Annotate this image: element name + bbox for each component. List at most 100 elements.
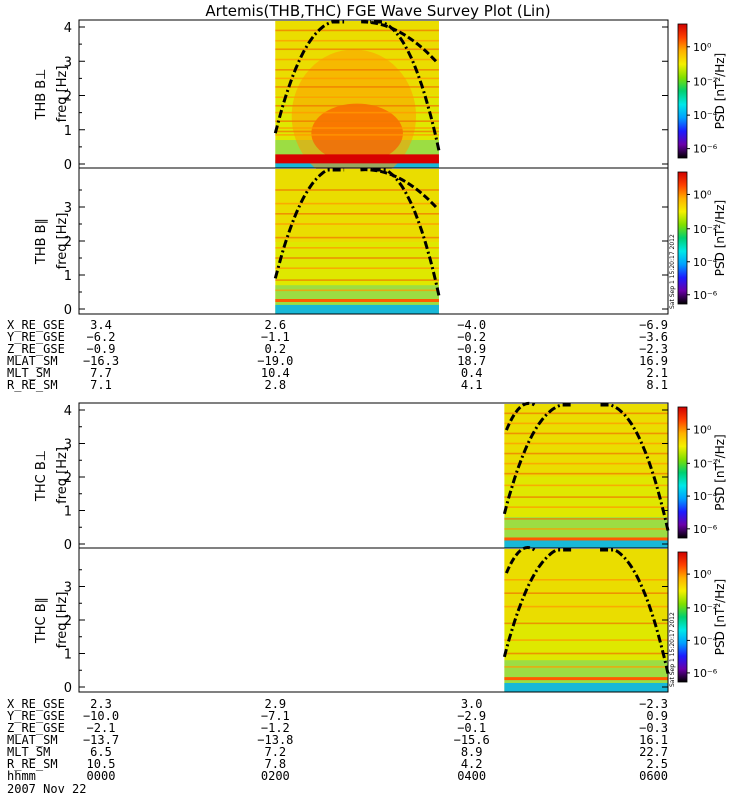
ephemeris-value: −0.3 bbox=[639, 721, 668, 735]
y-tick-label: 2 bbox=[64, 235, 72, 250]
panel-name: THB B⊥ bbox=[34, 68, 49, 120]
ephemeris-tables: X_RE_GSE 3.4 2.6 −4.0 −6.9 Y_RE_GSE −6.2 −1.1 −0… bbox=[7, 318, 668, 783]
ephemeris-value: −1.1 bbox=[261, 330, 290, 344]
spectral-band bbox=[504, 452, 668, 455]
y-axis-label: freq [Hz] bbox=[55, 66, 70, 123]
ephemeris-value: −7.1 bbox=[261, 709, 290, 723]
spectrogram-panels: 0 1 2 3 4 THB B⊥ freq [Hz] 10⁰ 10⁻² 10⁻⁴ 10⁻⁶ PSD [… bbox=[34, 19, 727, 696]
ephemeris-value: 4.1 bbox=[461, 378, 483, 392]
ephemeris-value: 3.0 bbox=[461, 697, 483, 711]
y-tick-label: 3 bbox=[64, 201, 72, 216]
ephemeris-row-label: hhmm bbox=[7, 769, 36, 783]
spectrogram-3: 0 1 2 3 4 THC B⊥ freq [Hz] 10⁰ 10⁻² 10⁻⁴ 10⁻⁶ PSD [… bbox=[34, 401, 727, 553]
ephemeris-value: −0.9 bbox=[457, 342, 486, 356]
ephemeris-value: 16.1 bbox=[639, 733, 668, 747]
spectral-band bbox=[275, 127, 439, 129]
spectral-band bbox=[275, 236, 439, 239]
ephemeris-value: 0000 bbox=[87, 769, 116, 783]
spectral-band bbox=[504, 605, 668, 608]
spectrogram-4: 0 1 2 3 THC B∥ freq [Hz] 10⁰ 10⁻² 10⁻⁴ 10⁻⁶ PSD [n… bbox=[34, 546, 727, 696]
colorbar bbox=[677, 551, 688, 683]
panel-name: THB B∥ bbox=[34, 218, 49, 265]
bottom-band bbox=[504, 539, 668, 548]
ephemeris-value: −10.0 bbox=[83, 709, 119, 723]
spectral-band bbox=[275, 279, 439, 281]
colorbar bbox=[677, 406, 688, 539]
spectral-band bbox=[275, 189, 439, 191]
ephemeris-row-label: MLT_SM bbox=[7, 745, 50, 759]
ephemeris-row-label: R_RE_SM bbox=[7, 757, 58, 771]
ephemeris-row-label: Z_RE_GSE bbox=[7, 342, 65, 356]
y-tick-label: 4 bbox=[64, 404, 72, 419]
ephemeris-value: −2.3 bbox=[639, 697, 668, 711]
ephemeris-value: −2.9 bbox=[457, 709, 486, 723]
ephemeris-value: 2.9 bbox=[264, 697, 286, 711]
upper-power-region bbox=[275, 169, 439, 242]
y-tick-label: 1 bbox=[64, 648, 72, 663]
spectral-band bbox=[275, 299, 439, 302]
gyrofrequency-curve bbox=[502, 548, 574, 658]
spectral-band bbox=[275, 120, 439, 122]
ephemeris-value: 2.8 bbox=[264, 378, 286, 392]
colorbar-tick-label: 10⁻⁴ bbox=[693, 109, 718, 122]
ephemeris-value: −6.2 bbox=[87, 330, 116, 344]
ephemeris-block-2: X_RE_GSE 2.3 2.9 3.0 −2.3 Y_RE_GSE −10.0 −7.1 −2… bbox=[7, 697, 668, 783]
ephemeris-value: 6.5 bbox=[90, 745, 112, 759]
colorbar-tick-label: 10⁻² bbox=[693, 457, 717, 470]
gyrofrequency-curve bbox=[273, 20, 345, 134]
spectral-band bbox=[504, 472, 668, 475]
gyrofrequency-curve bbox=[370, 20, 441, 151]
y-tick-label: 3 bbox=[64, 55, 72, 70]
spectral-band bbox=[275, 111, 439, 114]
ephemeris-value: 2.1 bbox=[646, 366, 668, 380]
colorbar-label: PSD [nT²/Hz] bbox=[713, 200, 727, 276]
peak-power-region bbox=[311, 103, 403, 163]
colorbar-tick-label: 10⁻⁶ bbox=[693, 523, 718, 536]
ephemeris-value: 0.9 bbox=[646, 709, 668, 723]
ephemeris-row-label: MLT_SM bbox=[7, 366, 50, 380]
colorbar-tick-label: 10⁻⁶ bbox=[693, 143, 718, 156]
colorbar-tick-label: 10⁰ bbox=[693, 41, 712, 54]
spectral-band bbox=[504, 639, 668, 641]
y-tick-label: 3 bbox=[64, 438, 72, 453]
spectral-band bbox=[504, 432, 668, 435]
harmonic-curve bbox=[358, 20, 438, 63]
spectral-band bbox=[275, 134, 439, 136]
bottom-band bbox=[275, 304, 439, 314]
spectral-band bbox=[504, 677, 668, 681]
ephemeris-value: −0.1 bbox=[457, 721, 486, 735]
y-tick-label: 2 bbox=[64, 471, 72, 486]
ephemeris-row-label: R_RE_SM bbox=[7, 378, 58, 392]
y-tick-label: 0 bbox=[64, 303, 72, 318]
panel-name: THC B∥ bbox=[34, 597, 49, 644]
spectrogram-1: 0 1 2 3 4 THB B⊥ freq [Hz] 10⁰ 10⁻² 10⁻⁴ 10⁻⁶ PSD [… bbox=[34, 19, 727, 183]
colorbar-tick-label: 10⁻⁴ bbox=[693, 490, 718, 503]
spectral-band bbox=[504, 496, 668, 498]
ephemeris-row-label: Y_RE_GSE bbox=[7, 709, 65, 723]
ephemeris-block-1: X_RE_GSE 3.4 2.6 −4.0 −6.9 Y_RE_GSE −6.2 −1.1 −0… bbox=[7, 318, 668, 392]
timestamp-stamp: Sat Sep 1 15:20:17 2012 bbox=[669, 234, 676, 309]
ephemeris-value: −13.8 bbox=[257, 733, 293, 747]
colorbar-label: PSD [nT²/Hz] bbox=[713, 434, 727, 510]
colorbar-tick-label: 10⁻⁴ bbox=[693, 256, 718, 269]
colorbar-tick-label: 10⁰ bbox=[693, 568, 712, 581]
colorbar bbox=[677, 171, 688, 305]
spectral-band bbox=[275, 257, 439, 259]
y-tick-label: 4 bbox=[64, 21, 72, 36]
ephemeris-value: 7.8 bbox=[264, 757, 286, 771]
spectral-band bbox=[275, 39, 439, 42]
spectral-band bbox=[275, 29, 439, 32]
colorbar-tick-label: 10⁻⁶ bbox=[693, 667, 718, 680]
ephemeris-value: −2.3 bbox=[639, 342, 668, 356]
colorbar-label: PSD [nT²/Hz] bbox=[713, 53, 727, 129]
spectral-band bbox=[275, 48, 439, 51]
ephemeris-value: 10.4 bbox=[261, 366, 290, 380]
spectral-band bbox=[275, 223, 439, 225]
ephemeris-value: −1.2 bbox=[261, 721, 290, 735]
ephemeris-value: 16.9 bbox=[639, 354, 668, 368]
colorbar-label: PSD [nT²/Hz] bbox=[713, 579, 727, 655]
spectral-band bbox=[275, 154, 439, 164]
ephemeris-value: −2.1 bbox=[87, 721, 116, 735]
ephemeris-value: 0600 bbox=[639, 769, 668, 783]
